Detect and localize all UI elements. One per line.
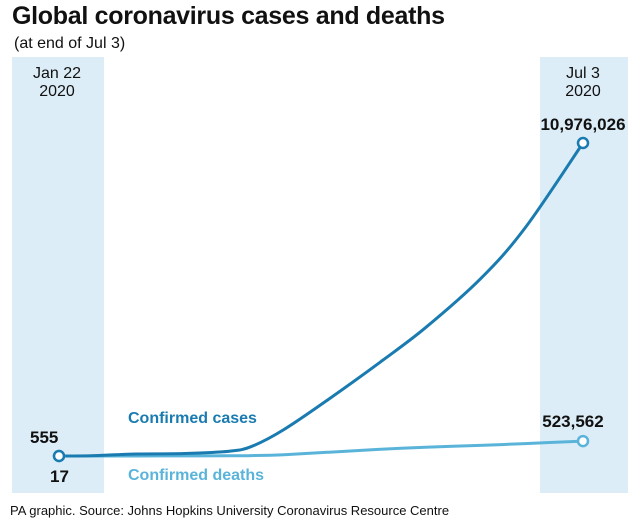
start-date-label: Jan 22: [33, 65, 81, 82]
end-date-label: Jul 3: [566, 65, 600, 82]
cases-start-value: 555: [30, 428, 58, 447]
deaths-start-value: 17: [50, 467, 69, 486]
cases-end-point: [576, 136, 590, 150]
cases-series-label: Confirmed cases: [128, 410, 257, 427]
end-year-label: 2020: [565, 83, 601, 100]
deaths-end-point: [576, 434, 590, 448]
source-note: PA graphic. Source: Johns Hopkins Univer…: [10, 503, 450, 518]
deaths-series-label: Confirmed deaths: [128, 467, 264, 484]
deaths-end-value: 523,562: [542, 412, 603, 431]
chart-title: Global coronavirus cases and deaths: [12, 2, 445, 30]
cases-start-point: [52, 449, 66, 463]
end-date-band: [540, 57, 628, 493]
start-year-label: 2020: [39, 83, 75, 100]
chart-subtitle: (at end of Jul 3): [14, 35, 126, 52]
deaths-line: [59, 439, 584, 458]
cases-line: [58, 142, 585, 458]
cases-end-value: 10,976,026: [540, 115, 625, 134]
start-date-band: [12, 57, 104, 493]
